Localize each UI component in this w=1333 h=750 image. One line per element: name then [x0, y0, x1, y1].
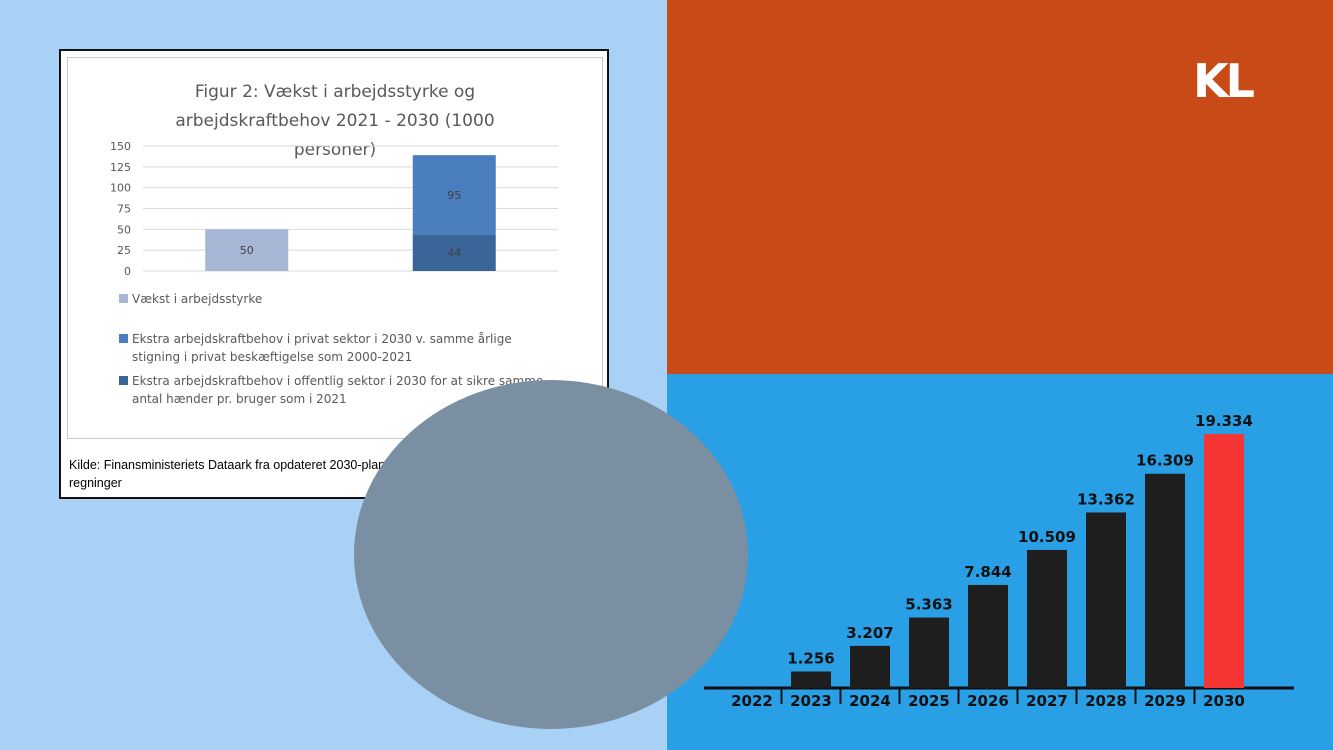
year-label: 2027 — [1026, 692, 1068, 710]
year-bar-value: 3.207 — [846, 624, 893, 642]
figure-title: Figur 2: Vækst i arbejdsstyrke og arbejd… — [68, 78, 602, 165]
year-bar-value: 7.844 — [964, 563, 1011, 581]
kl-logo: KL — [1193, 58, 1258, 100]
source-line: regninger — [69, 476, 122, 490]
y-tick-label: 25 — [117, 244, 131, 257]
y-tick-label: 0 — [124, 265, 131, 278]
legend-item-public: Ekstra arbejdskraftbehov i offentlig sek… — [119, 372, 543, 408]
yearly-bar-chart: 2022 1.256 2023 3.207 2024 5.363 2025 7.844 2026… — [704, 412, 1294, 710]
bar-value-label: 50 — [240, 244, 254, 257]
year-bar — [909, 617, 949, 688]
year-label: 2024 — [849, 692, 891, 710]
figure-title-line: arbejdskraftbehov 2021 - 2030 (1000 — [175, 111, 495, 131]
figure-frame: Figur 2: Vækst i arbejdsstyrke og arbejd… — [67, 57, 603, 439]
legend-swatch-public — [119, 376, 128, 385]
year-bar-value: 5.363 — [905, 596, 952, 614]
year-bar — [1204, 434, 1244, 688]
legend-item-growth: Vækst i arbejdsstyrke — [119, 290, 262, 308]
y-tick-label: 150 — [110, 140, 131, 153]
year-bar-value: 19.334 — [1195, 412, 1253, 430]
year-label: 2022 — [731, 692, 773, 710]
year-bar-value: 16.309 — [1136, 452, 1194, 470]
year-label: 2026 — [967, 692, 1009, 710]
legend-label-continued: antal hænder pr. bruger som i 2021 — [132, 392, 347, 406]
year-label: 2023 — [790, 692, 832, 710]
year-label: 2030 — [1203, 692, 1245, 710]
stacked-bar-chart: 0 25 50 75 100 125 150 50 44 95 — [110, 140, 558, 278]
stacked-bar-segment — [412, 155, 496, 235]
legend-swatch-growth — [119, 294, 128, 303]
legend-label: Vækst i arbejdsstyrke — [132, 292, 263, 306]
year-bar — [1145, 473, 1185, 688]
y-tick-label: 75 — [117, 203, 131, 216]
legend-swatch-private — [119, 334, 128, 343]
top-right-background — [667, 0, 1333, 374]
year-bar — [1027, 549, 1067, 688]
bar-value-label: 95 — [447, 189, 461, 202]
y-tick-label: 100 — [110, 182, 131, 195]
legend-label: Ekstra arbejdskraftbehov i offentlig sek… — [132, 374, 544, 388]
figure-title-line: Figur 2: Vækst i arbejdsstyrke og — [194, 82, 476, 102]
year-bar-value: 1.256 — [787, 649, 834, 667]
legend-item-private: Ekstra arbejdskraftbehov i privat sektor… — [119, 330, 512, 366]
year-label: 2029 — [1144, 692, 1186, 710]
year-bar — [850, 645, 890, 688]
y-tick-label: 125 — [110, 161, 131, 174]
legend-label: Ekstra arbejdskraftbehov i privat sektor… — [132, 332, 512, 346]
year-bar — [968, 584, 1008, 688]
figure-title-line: personer) — [293, 140, 377, 160]
year-label: 2028 — [1085, 692, 1127, 710]
year-bar-value: 13.362 — [1077, 490, 1135, 508]
y-tick-label: 50 — [117, 223, 131, 236]
legend-label-continued: stigning i privat beskæftigelse som 2000… — [132, 350, 413, 364]
logo-text: KL — [1193, 58, 1255, 100]
grey-ellipse — [354, 380, 748, 729]
bar-value-label: 44 — [447, 247, 461, 260]
year-bar — [791, 671, 831, 688]
year-label: 2025 — [908, 692, 950, 710]
stacked-bar-segment — [205, 229, 289, 271]
year-bar-value: 10.509 — [1018, 528, 1076, 546]
stacked-bar-segment — [412, 234, 496, 271]
year-bar — [1086, 512, 1126, 688]
